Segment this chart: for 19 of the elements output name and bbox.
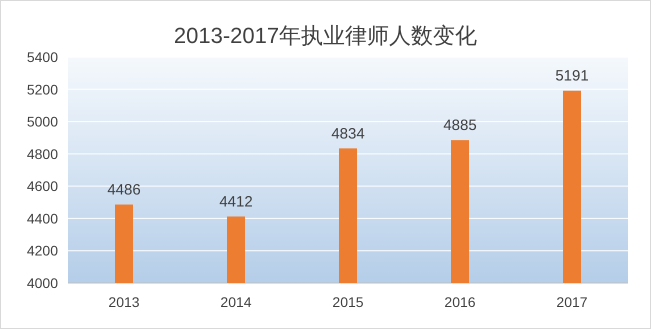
y-tick-label: 5200 [26, 81, 58, 98]
y-tick-label: 5400 [26, 49, 58, 65]
y-tick-label: 4400 [26, 210, 58, 226]
data-label: 4486 [107, 182, 141, 199]
data-label: 4834 [331, 125, 365, 142]
x-tick-label: 2016 [444, 294, 476, 310]
data-label: 5191 [555, 68, 589, 85]
x-tick-label: 2015 [332, 294, 364, 310]
data-label: 4885 [443, 117, 477, 134]
x-tick-label: 2014 [220, 294, 252, 310]
x-tick-label: 2013 [108, 294, 140, 310]
data-label: 4412 [219, 193, 253, 210]
y-tick-label: 4200 [26, 242, 58, 259]
x-tick-label: 2017 [556, 294, 588, 310]
y-tick-label: 4600 [26, 178, 58, 194]
y-tick-label: 5000 [26, 114, 58, 130]
y-tick-label: 4800 [26, 146, 58, 162]
y-tick-label: 4000 [26, 275, 58, 291]
chart-title: 2013-2017年执业律师人数变化 [174, 23, 478, 48]
